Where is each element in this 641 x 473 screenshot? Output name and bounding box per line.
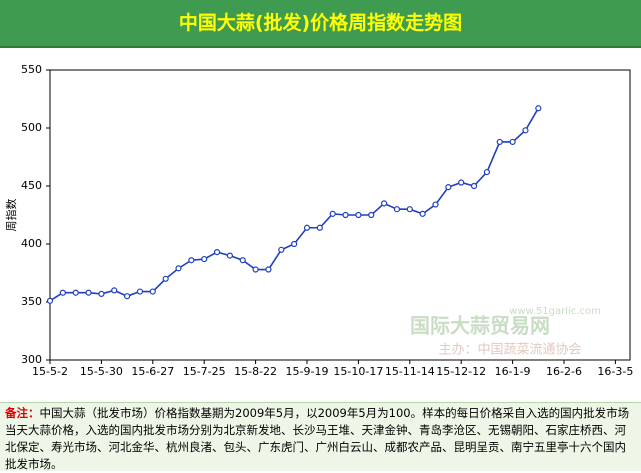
data-point bbox=[291, 240, 298, 248]
x-tick-label: 15-10-17 bbox=[333, 365, 383, 378]
data-point bbox=[111, 287, 118, 294]
data-point bbox=[85, 289, 92, 296]
y-tick-label: 300 bbox=[21, 353, 42, 366]
x-tick-label: 15-7-25 bbox=[183, 365, 226, 378]
footnote: 备注：中国大蒜（批发市场）价格指数基期为2009年5月，以2009年5月为100… bbox=[0, 402, 641, 471]
data-point bbox=[406, 206, 413, 213]
data-point bbox=[381, 200, 388, 207]
data-point bbox=[432, 201, 439, 208]
note-label: 备注： bbox=[5, 406, 40, 420]
data-point bbox=[226, 252, 233, 259]
data-point bbox=[355, 211, 362, 219]
data-point bbox=[72, 289, 79, 296]
y-tick-label: 400 bbox=[21, 237, 42, 250]
data-point bbox=[496, 138, 503, 146]
plot-frame bbox=[49, 69, 631, 361]
x-tick-label: 15-8-22 bbox=[234, 365, 277, 378]
data-point bbox=[201, 255, 208, 263]
data-point bbox=[98, 290, 105, 297]
x-tick-label: 15-6-27 bbox=[131, 365, 174, 378]
data-point bbox=[239, 257, 246, 264]
header: 中国大蒜(批发)价格周指数走势图 bbox=[0, 0, 641, 48]
x-tick-label: 16-2-6 bbox=[546, 365, 582, 378]
data-point bbox=[458, 179, 465, 186]
data-point bbox=[188, 257, 195, 264]
data-point bbox=[329, 210, 336, 217]
x-tick-label: 15-5-2 bbox=[32, 365, 68, 378]
y-tick-label: 450 bbox=[21, 179, 42, 192]
note-text: 中国大蒜（批发市场）价格指数基期为2009年5月，以2009年5月为100。样本… bbox=[5, 406, 630, 471]
x-tick-label: 15-9-19 bbox=[286, 365, 329, 378]
data-point bbox=[470, 182, 478, 190]
data-point bbox=[252, 266, 259, 273]
y-tick-label: 550 bbox=[21, 63, 42, 76]
data-point bbox=[419, 210, 426, 217]
data-point bbox=[342, 211, 349, 219]
watermark-name: 国际大蒜贸易网 bbox=[410, 314, 550, 338]
data-point bbox=[368, 211, 375, 219]
data-point bbox=[316, 224, 323, 231]
data-point bbox=[213, 249, 221, 256]
data-point bbox=[149, 288, 156, 295]
data-point bbox=[136, 288, 144, 295]
x-tick-label: 15-12-12 bbox=[436, 365, 486, 378]
x-tick-label: 15-11-14 bbox=[385, 365, 435, 378]
data-point bbox=[175, 265, 182, 272]
data-point bbox=[509, 138, 516, 146]
y-tick-label: 500 bbox=[21, 121, 42, 134]
data-point bbox=[278, 246, 285, 253]
data-point bbox=[303, 224, 311, 231]
watermark-sponsor: 主办：中国蔬菜流通协会 bbox=[438, 343, 581, 358]
data-point bbox=[483, 168, 490, 176]
data-point bbox=[445, 184, 452, 191]
chart-title: 中国大蒜(批发)价格周指数走势图 bbox=[178, 12, 463, 34]
y-tick-label: 350 bbox=[21, 295, 42, 308]
data-point bbox=[535, 105, 542, 112]
series-line bbox=[49, 107, 539, 302]
data-point bbox=[162, 275, 169, 282]
data-point bbox=[46, 297, 54, 304]
watermark-url: www.51garlic.com bbox=[509, 306, 601, 317]
chart: 周指数 国际大蒜贸易网 www.51garlic.com 主办：中国蔬菜流通协会… bbox=[4, 63, 633, 378]
x-tick-label: 16-1-9 bbox=[495, 365, 531, 378]
x-tick-label: 15-5-30 bbox=[80, 365, 123, 378]
data-point bbox=[123, 293, 131, 300]
data-point bbox=[393, 206, 401, 213]
data-point bbox=[265, 266, 272, 273]
data-point bbox=[59, 289, 66, 296]
data-point bbox=[522, 127, 529, 134]
y-axis-label: 周指数 bbox=[4, 199, 18, 232]
x-tick-label: 16-3-5 bbox=[597, 365, 633, 378]
